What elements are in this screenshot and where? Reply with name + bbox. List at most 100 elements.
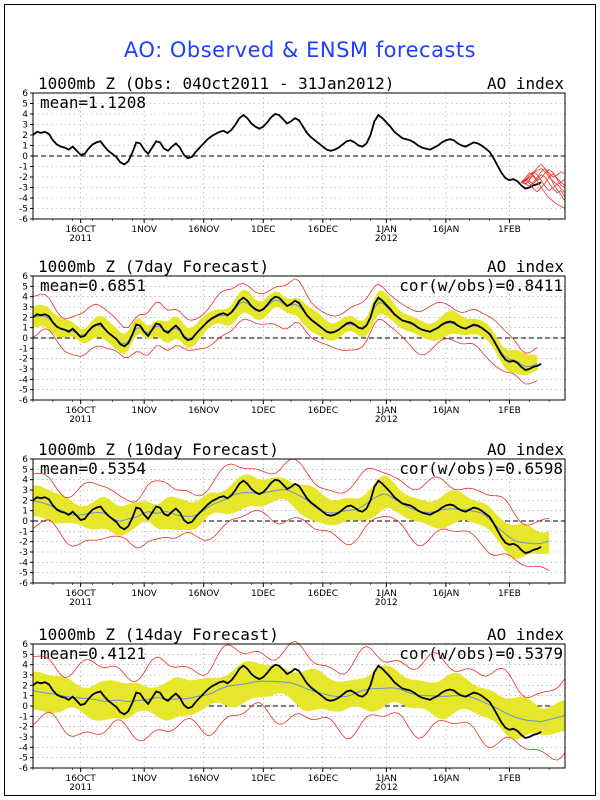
x-tick-label: 16JAN <box>432 589 459 599</box>
y-tick-label: -1 <box>19 344 28 354</box>
x-tick-label: 1NOV <box>131 774 157 784</box>
y-tick-label: 5 <box>22 282 28 292</box>
ensemble-min-line <box>32 702 566 761</box>
y-tick-label: -5 <box>19 754 28 764</box>
y-tick-label: 2 <box>22 131 28 141</box>
ensemble-member-3 <box>521 173 566 189</box>
panel-right-label: AO index <box>487 625 564 644</box>
y-tick-label: -6 <box>19 396 28 406</box>
x-tick-label: 1JAN <box>376 406 397 416</box>
x-tick-label: 16JAN <box>432 774 459 784</box>
x-tick-label: 16NOV <box>188 406 220 416</box>
panel-title: 1000mb Z (14day Forecast) <box>38 625 279 644</box>
figure-title: AO: Observed & ENSM forecasts <box>123 38 477 62</box>
x-tick-label: 16OCT <box>65 225 96 235</box>
y-tick-label: 3 <box>22 671 28 681</box>
x-tick-year: 2011 <box>69 783 92 793</box>
stat-correlation: cor(w/obs)=0.8411 <box>399 276 563 295</box>
stat-correlation: cor(w/obs)=0.6598 <box>399 459 563 478</box>
x-tick-year: 2012 <box>375 783 398 793</box>
y-tick-label: -1 <box>19 712 28 722</box>
panel-title: 1000mb Z (7day Forecast) <box>38 257 269 276</box>
y-tick-label: -5 <box>19 205 28 215</box>
ensemble-min-line <box>32 318 538 385</box>
y-tick-label: 6 <box>22 455 28 465</box>
x-tick-label: 16DEC <box>308 589 338 599</box>
y-tick-label: 2 <box>22 681 28 691</box>
y-tick-label: 5 <box>22 650 28 660</box>
y-tick-label: -1 <box>19 527 28 537</box>
x-tick-label: 1DEC <box>251 225 276 235</box>
y-tick-label: 3 <box>22 486 28 496</box>
plot-border <box>32 643 566 769</box>
x-tick-label: 16OCT <box>65 774 96 784</box>
plot-border <box>32 458 566 584</box>
ensemble-spread-band <box>33 661 565 740</box>
x-tick-label: 16NOV <box>188 225 220 235</box>
chart-panel-2: 1000mb Z (7day Forecast) AO index -6-5-4-3… <box>19 257 566 425</box>
chart-panel-1: 1000mb Z (Obs: 04Oct2011 - 31Jan2012) AO … <box>19 74 566 244</box>
y-tick-label: 1 <box>22 142 28 152</box>
observed-series <box>32 663 542 739</box>
y-tick-label: -2 <box>19 355 28 365</box>
y-tick-label: 2 <box>22 313 28 323</box>
y-tick-label: 3 <box>22 303 28 313</box>
ensemble-member-8 <box>521 169 566 188</box>
observed-series <box>32 295 542 371</box>
x-tick-label: 1FEB <box>498 774 521 784</box>
y-tick-label: -5 <box>19 569 28 579</box>
x-tick-label: 1DEC <box>251 406 276 416</box>
x-tick-label: 1JAN <box>376 774 397 784</box>
x-tick-label: 1NOV <box>131 406 157 416</box>
y-tick-label: 0 <box>22 334 28 344</box>
ensemble-min-line <box>32 510 550 571</box>
y-tick-label: -4 <box>19 375 28 385</box>
x-tick-label: 1JAN <box>376 589 397 599</box>
y-tick-label: -4 <box>19 558 28 568</box>
figure-frame <box>4 4 596 796</box>
x-tick-label: 16OCT <box>65 406 96 416</box>
observed-series <box>32 478 542 554</box>
x-tick-year: 2011 <box>69 415 92 425</box>
plot-border <box>32 275 566 401</box>
x-tick-label: 16NOV <box>188 589 220 599</box>
x-tick-label: 16OCT <box>65 589 96 599</box>
x-tick-year: 2012 <box>375 598 398 608</box>
y-tick-label: -5 <box>19 386 28 396</box>
y-tick-label: 6 <box>22 272 28 282</box>
y-tick-label: -6 <box>19 764 28 774</box>
y-tick-label: 2 <box>22 496 28 506</box>
panel-right-label: AO index <box>487 440 564 459</box>
ensemble-member-4 <box>521 178 566 209</box>
ensemble-member-5 <box>521 163 566 185</box>
x-tick-label: 1FEB <box>498 406 521 416</box>
y-tick-label: 4 <box>22 476 28 486</box>
x-tick-label: 1NOV <box>131 589 157 599</box>
x-tick-label: 16JAN <box>432 406 459 416</box>
x-tick-year: 2012 <box>375 234 398 244</box>
x-tick-label: 1FEB <box>498 589 521 599</box>
y-tick-label: -2 <box>19 173 28 183</box>
y-tick-label: 4 <box>22 661 28 671</box>
stat-mean: mean=1.1208 <box>40 93 146 112</box>
ensemble-member-6 <box>521 171 566 194</box>
ensemble-mean-line <box>32 680 566 723</box>
x-tick-label: 16NOV <box>188 774 220 784</box>
ensemble-member-2 <box>521 168 566 202</box>
y-tick-label: -6 <box>19 579 28 589</box>
x-tick-label: 1FEB <box>498 225 521 235</box>
y-tick-label: 0 <box>22 152 28 162</box>
x-tick-label: 1NOV <box>131 225 157 235</box>
y-tick-label: 0 <box>22 517 28 527</box>
x-tick-year: 2011 <box>69 598 92 608</box>
y-tick-label: 1 <box>22 324 28 334</box>
x-tick-label: 1DEC <box>251 774 276 784</box>
plot-border <box>32 92 566 220</box>
y-tick-label: 5 <box>22 100 28 110</box>
x-tick-label: 16DEC <box>308 406 338 416</box>
panel-right-label: AO index <box>487 74 564 93</box>
ensemble-mean-line <box>32 488 550 545</box>
observed-series <box>32 113 542 190</box>
